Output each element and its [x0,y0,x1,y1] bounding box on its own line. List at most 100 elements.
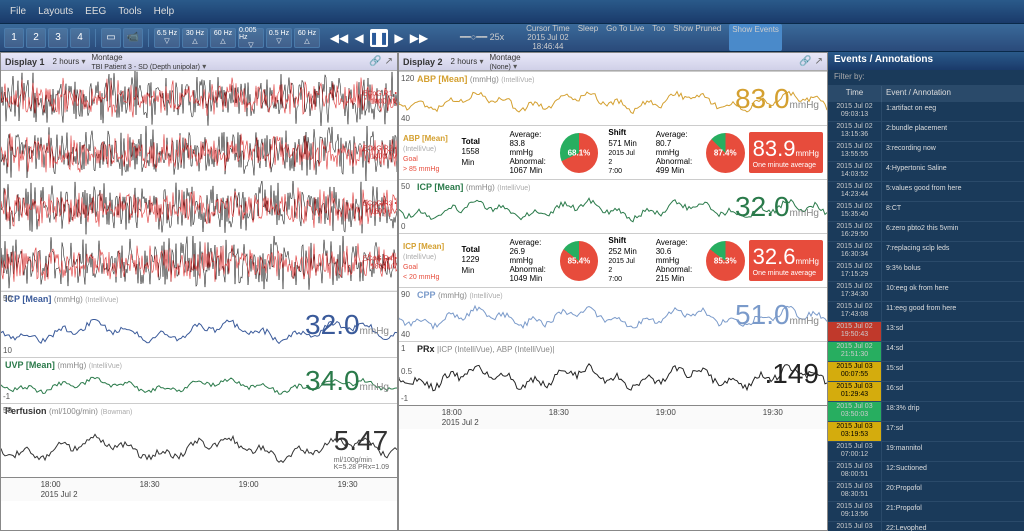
col-text[interactable]: Event / Annotation [882,86,1024,102]
event-row[interactable]: 2015 Jul 0217:43:0811:eeg good from here [828,302,1024,322]
time-tick: 18:00 [442,408,462,417]
col-time[interactable]: Time [828,86,882,102]
eeg-channel: ECoG R2 •1400 µV [1,126,397,181]
event-row[interactable]: 2015 Jul 0300:07:5515:sd [828,362,1024,382]
event-row[interactable]: 2015 Jul 0309:29:5222:Levophed [828,522,1024,531]
shift-stats: Shift252 Min2015 Jul 27:00 [608,236,639,284]
event-row[interactable]: 2015 Jul 0214:23:445:values good from he… [828,182,1024,202]
link-icon[interactable]: 🔗 ↗ [799,56,823,67]
event-row[interactable]: 2015 Jul 0303:50:0318:3% drip [828,402,1024,422]
menu-help[interactable]: Help [148,6,181,17]
nav-too[interactable]: Too [652,24,665,51]
montage-selector[interactable]: MontageTBI Patient 3 - SD (Depth unipola… [91,53,206,71]
time-date: 2015 Jul 2 [442,418,479,427]
signal-name: ICP [Mean] [403,242,444,251]
event-row[interactable]: 2015 Jul 0221:51:3014:sd [828,342,1024,362]
event-text: 21:Propofol [882,502,1024,521]
menu-file[interactable]: File [4,6,32,17]
event-row[interactable]: 2015 Jul 0209:03:131:artifact on eeg [828,102,1024,122]
freq-button[interactable]: 60 Hz△ [210,28,236,48]
event-time: 2015 Jul 0215:35:40 [828,202,882,221]
event-row[interactable]: 2015 Jul 0214:03:524:Hypertonic Saline [828,162,1024,182]
nav-goto-live[interactable]: Go To Live [606,24,644,51]
event-row[interactable]: 2015 Jul 0301:29:4316:sd [828,382,1024,402]
nav-sleep[interactable]: Sleep [578,24,598,51]
shift-avg: Average:80.7 mmHgAbnormal:499 Min [656,130,696,175]
eeg-channel: ECoG R4 •1800 µV [1,236,397,291]
next-button[interactable]: ▶ [390,29,408,47]
time-tick: 18:30 [140,480,160,489]
signal-row: 50 Perfusion (ml/100g/min) (Bowman) 5.47… [1,403,397,477]
display-1-title: Display 1 [5,57,45,67]
nav-show-pruned[interactable]: Show Pruned [673,24,721,51]
event-row[interactable]: 2015 Jul 0213:15:362:bundle placement [828,122,1024,142]
event-text: 13:sd [882,322,1024,341]
layout-4-button[interactable]: 4 [70,28,90,48]
channel-label: ECoG R3 •1800 µV [363,200,397,215]
menu-layouts[interactable]: Layouts [32,6,79,17]
hours-selector[interactable]: 2 hours ▾ [53,57,86,66]
total-stats: Total1229 Min [462,245,494,276]
event-time: 2015 Jul 0217:15:29 [828,262,882,281]
event-row[interactable]: 2015 Jul 0213:55:553:recording now [828,142,1024,162]
event-row[interactable]: 2015 Jul 0309:13:5621:Propofol [828,502,1024,522]
link-icon[interactable]: 🔗 ↗ [369,56,393,67]
event-row[interactable]: 2015 Jul 0216:29:506:zero pbto2 this 5vm… [828,222,1024,242]
speed-indicator: ━━○━━ 25x [460,32,504,43]
time-date: 2015 Jul 2 [41,490,78,499]
event-row[interactable]: 2015 Jul 0308:30:5120:Propofol [828,482,1024,502]
alert-value-box: 83.9mmHgOne minute average [749,132,823,173]
rewind-button[interactable]: ◀◀ [330,29,348,47]
prev-button[interactable]: ◀ [350,29,368,47]
event-time: 2015 Jul 0301:29:43 [828,382,882,401]
transport-controls: ◀◀ ◀ ❚❚ ▶ ▶▶ [330,29,428,47]
events-filter[interactable]: Filter by: [828,70,1024,86]
event-row[interactable]: 2015 Jul 0219:50:4313:sd [828,322,1024,342]
camera-icon[interactable]: 📹 [123,28,143,48]
event-row[interactable]: 2015 Jul 0217:15:299:3% bolus [828,262,1024,282]
event-row[interactable]: 2015 Jul 0303:19:5317:sd [828,422,1024,442]
forward-button[interactable]: ▶▶ [410,29,428,47]
event-time: 2015 Jul 0307:00:12 [828,442,882,461]
event-time: 2015 Jul 0213:55:55 [828,142,882,161]
layout-3-button[interactable]: 3 [48,28,68,48]
pause-button[interactable]: ❚❚ [370,29,388,47]
event-time: 2015 Jul 0214:03:52 [828,162,882,181]
nav-show-events[interactable]: Show Events [729,24,782,51]
freq-button[interactable]: 60 Hz△ [294,28,320,48]
signal-value: 5.47ml/100g/minK=5.28 PRx=1.09 [334,425,389,471]
montage-selector[interactable]: Montage(None) ▾ [489,53,520,71]
freq-button[interactable]: 30 Hz△ [182,28,208,48]
signal-value: .149 [765,358,820,390]
event-text: 12:Suctioned [882,462,1024,481]
layout-1-button[interactable]: 1 [4,28,24,48]
time-tick: 19:00 [239,480,259,489]
display-tool-button[interactable]: ▭ [101,28,121,48]
hours-selector[interactable]: 2 hours ▾ [451,57,484,66]
event-row[interactable]: 2015 Jul 0215:35:408:CT [828,202,1024,222]
frequency-filters: 6.5 Hz▽ 30 Hz△ 60 Hz△ 0.005 Hz▽ 0.5 Hz▽ … [154,28,320,48]
channel-label: ECoG R1 •1800 µV [363,90,397,105]
time-axis: 18:0018:3019:0019:302015 Jul 2 [399,405,827,429]
event-row[interactable]: 2015 Jul 0217:34:3010:eeg ok from here [828,282,1024,302]
stats-row: ABP [Mean](IntelliVue)Goal> 85 mmHg Tota… [399,125,827,179]
signal-row: 50 10 ICP [Mean] (mmHg) (IntelliVue) 32.… [1,291,397,357]
freq-button[interactable]: 0.005 Hz▽ [238,28,264,48]
menu-bar: File Layouts EEG Tools Help [0,0,1024,24]
event-row[interactable]: 2015 Jul 0307:00:1219:mannitol [828,442,1024,462]
event-time: 2015 Jul 0209:03:13 [828,102,882,121]
event-time: 2015 Jul 0303:19:53 [828,422,882,441]
freq-button[interactable]: 0.5 Hz▽ [266,28,292,48]
freq-button[interactable]: 6.5 Hz▽ [154,28,180,48]
event-row[interactable]: 2015 Jul 0216:30:347:replacing sclp leds [828,242,1024,262]
menu-tools[interactable]: Tools [112,6,147,17]
layout-2-button[interactable]: 2 [26,28,46,48]
events-list: 2015 Jul 0209:03:131:artifact on eeg2015… [828,102,1024,531]
event-text: 22:Levophed [882,522,1024,531]
event-time: 2015 Jul 0216:30:34 [828,242,882,261]
menu-eeg[interactable]: EEG [79,6,112,17]
shift-stats: Shift571 Min2015 Jul 27:00 [608,128,639,176]
event-time: 2015 Jul 0217:43:08 [828,302,882,321]
time-axis: 18:0018:3019:0019:302015 Jul 2 [1,477,397,501]
event-row[interactable]: 2015 Jul 0308:00:5112:Suctioned [828,462,1024,482]
